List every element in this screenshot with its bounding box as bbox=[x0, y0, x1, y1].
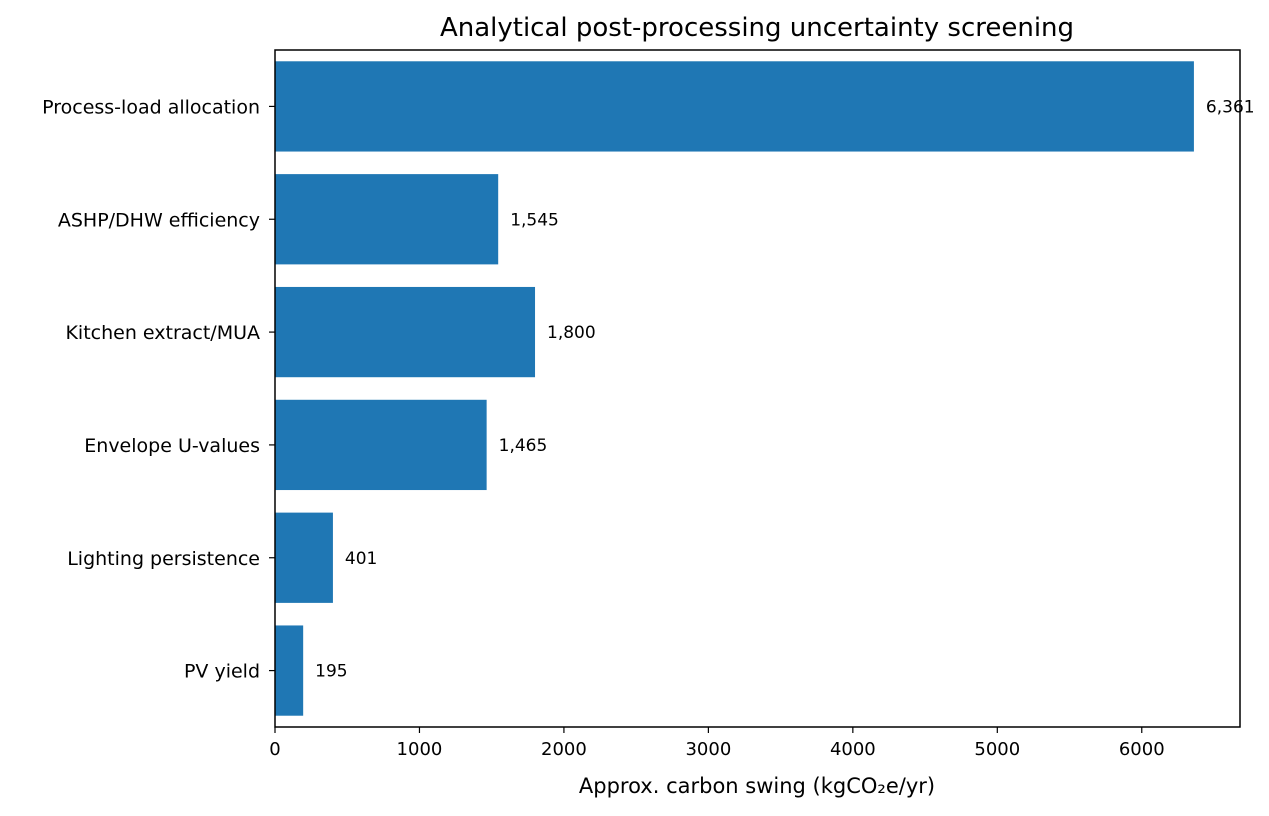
y-tick-label: PV yield bbox=[184, 661, 260, 683]
bars-layer bbox=[275, 61, 1194, 716]
y-tick-label: Envelope U-values bbox=[84, 435, 260, 457]
x-axis-label: Approx. carbon swing (kgCO₂e/yr) bbox=[579, 774, 935, 798]
plot-frame bbox=[274, 49, 1241, 728]
bar-value-label: 6,361 bbox=[1206, 97, 1255, 117]
x-tick-label: 0 bbox=[269, 739, 280, 760]
x-tick-label: 1000 bbox=[397, 739, 443, 760]
bar-value-label: 1,800 bbox=[547, 323, 596, 343]
bar bbox=[275, 399, 487, 491]
bar-value-label: 1,465 bbox=[499, 436, 548, 456]
y-tick-label: Kitchen extract/MUA bbox=[65, 322, 260, 344]
x-tick-label: 6000 bbox=[1119, 739, 1165, 760]
value-labels-layer: 6,361 1,545 1,800 1,465 401 195 bbox=[315, 97, 1254, 681]
chart-title: Analytical post-processing uncertainty s… bbox=[440, 13, 1074, 43]
y-tick-label: Lighting persistence bbox=[67, 548, 260, 570]
bar-value-label: 195 bbox=[315, 662, 347, 682]
y-axis-ticks: Process-load allocation ASHP/DHW efficien… bbox=[42, 96, 275, 683]
bar bbox=[275, 286, 536, 378]
x-tick-label: 3000 bbox=[685, 739, 731, 760]
bar bbox=[275, 174, 499, 265]
x-tick-label: 2000 bbox=[541, 739, 587, 760]
bar bbox=[275, 625, 304, 716]
x-tick-label: 5000 bbox=[974, 739, 1020, 760]
bar-value-label: 1,545 bbox=[510, 210, 559, 230]
x-axis-ticks: 0 1000 2000 3000 4000 5000 6000 bbox=[269, 727, 1165, 760]
bar bbox=[275, 512, 333, 603]
y-tick-label: Process-load allocation bbox=[42, 96, 260, 118]
bar-value-label: 401 bbox=[345, 549, 377, 569]
x-tick-label: 4000 bbox=[830, 739, 876, 760]
y-tick-label: ASHP/DHW efficiency bbox=[58, 209, 260, 231]
bar bbox=[275, 61, 1194, 152]
